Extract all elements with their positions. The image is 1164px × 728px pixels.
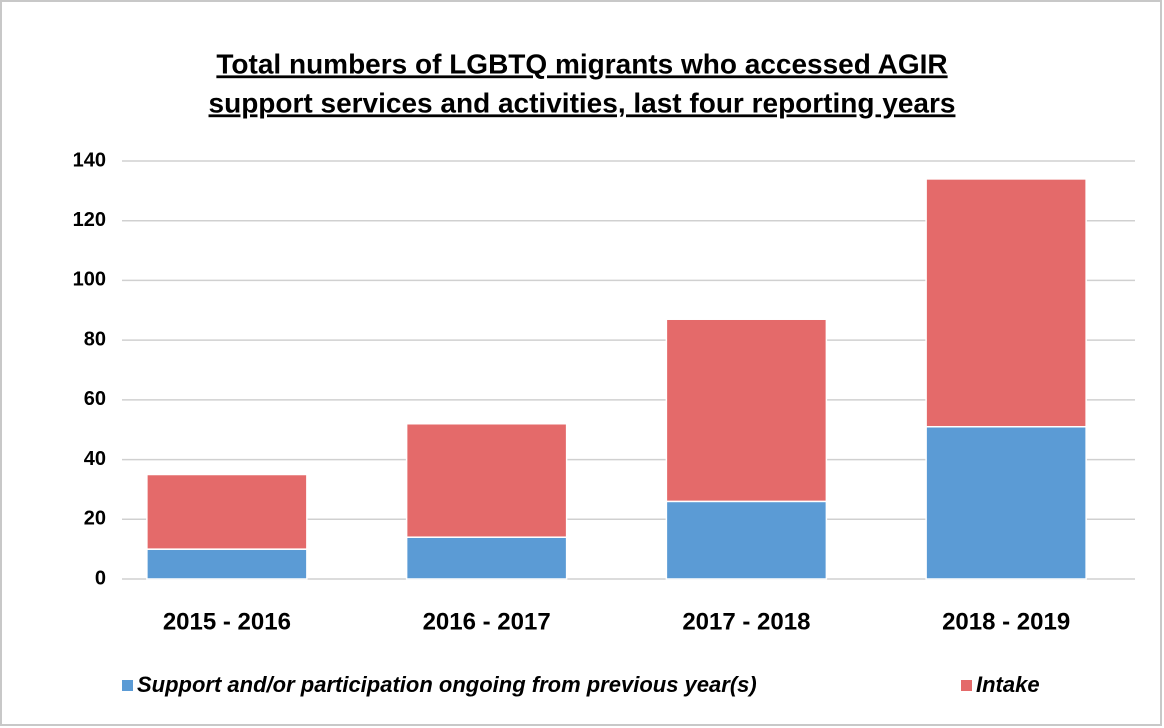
x-tick-label: 2016 - 2017	[423, 608, 551, 635]
x-tick-label: 2018 - 2019	[942, 608, 1070, 635]
y-tick-label: 0	[95, 567, 106, 589]
y-tick-label: 60	[84, 388, 106, 410]
y-tick-label: 80	[84, 328, 106, 350]
y-tick-label: 140	[73, 149, 106, 171]
legend-swatch	[961, 680, 972, 691]
bar-segment	[146, 473, 308, 550]
y-tick-label: 40	[84, 448, 106, 470]
chart-title: Total numbers of LGBTQ migrants who acce…	[216, 48, 947, 79]
bar-segment	[925, 425, 1087, 580]
bar-segment	[925, 178, 1087, 428]
y-tick-label: 20	[84, 508, 106, 530]
legend-label: Intake	[976, 672, 1040, 697]
bar-segment	[405, 422, 568, 538]
x-tick-label: 2017 - 2018	[682, 608, 810, 635]
bar-segment	[665, 500, 828, 580]
legend-swatch	[122, 680, 133, 691]
bar-segment	[405, 536, 568, 580]
bar-segment	[146, 548, 308, 580]
chart-title: support services and activities, last fo…	[209, 87, 956, 118]
y-tick-label: 100	[73, 269, 106, 291]
x-tick-label: 2015 - 2016	[163, 608, 291, 635]
bar-segment	[665, 318, 828, 503]
legend-label: Support and/or participation ongoing fro…	[137, 672, 757, 697]
y-tick-label: 120	[73, 209, 106, 231]
